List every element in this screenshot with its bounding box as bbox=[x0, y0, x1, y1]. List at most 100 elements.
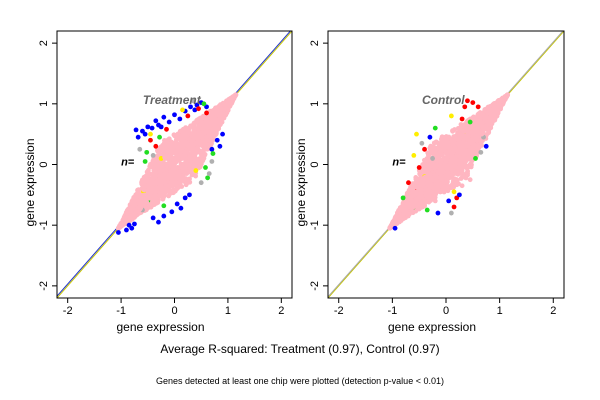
bulk-point bbox=[130, 197, 135, 203]
bulk-point bbox=[174, 148, 180, 154]
scatter-point-red bbox=[465, 98, 470, 104]
bulk-point bbox=[468, 145, 474, 151]
bulk-point bbox=[210, 126, 216, 132]
scatter-point-green bbox=[473, 156, 478, 161]
bulk-point bbox=[119, 222, 124, 227]
scatter-point-blue bbox=[124, 227, 129, 233]
scatter-point-red bbox=[148, 137, 153, 143]
scatter-point-pink bbox=[432, 198, 438, 204]
bulk-point bbox=[192, 153, 198, 158]
bulk-point bbox=[173, 165, 179, 171]
bulk-point bbox=[457, 145, 463, 150]
bulk-point bbox=[438, 159, 444, 165]
bulk-point bbox=[488, 114, 494, 119]
bulk-point bbox=[146, 187, 152, 193]
bulk-point bbox=[160, 195, 166, 201]
scatter-point-green bbox=[203, 165, 208, 170]
bulk-point bbox=[439, 152, 445, 158]
bulk-point bbox=[186, 143, 192, 149]
bulk-point bbox=[479, 143, 485, 148]
bulk-point bbox=[425, 176, 431, 181]
bulk-point bbox=[155, 200, 161, 205]
bulk-point bbox=[445, 166, 451, 172]
scatter-point-blue bbox=[161, 114, 167, 120]
bulk-point bbox=[196, 130, 202, 136]
bulk-point bbox=[163, 182, 169, 188]
scatter-point-blue bbox=[116, 230, 121, 235]
bulk-point bbox=[458, 122, 464, 127]
y-tick-label: -1 bbox=[309, 220, 321, 230]
bulk-point bbox=[437, 189, 443, 195]
bulk-point bbox=[482, 116, 488, 122]
bulk-point bbox=[452, 146, 458, 151]
scatter-point-blue bbox=[161, 213, 167, 219]
bulk-point bbox=[206, 120, 211, 126]
scatter-point-blue bbox=[446, 198, 452, 204]
scatter-point-blue bbox=[178, 205, 184, 211]
scatter-point-blue bbox=[133, 127, 139, 133]
bulk-point bbox=[135, 190, 140, 196]
y-tick-label: 2 bbox=[309, 40, 321, 46]
bulk-point bbox=[192, 149, 198, 155]
bulk-point bbox=[208, 143, 214, 148]
x-tick-label: 0 bbox=[443, 305, 449, 317]
bulk-point bbox=[449, 164, 455, 169]
scatter-point-green bbox=[161, 203, 167, 209]
bulk-point bbox=[451, 184, 456, 190]
scatter-point-red bbox=[416, 165, 422, 170]
bulk-point bbox=[158, 189, 164, 195]
bulk-point bbox=[176, 184, 182, 190]
bulk-point bbox=[138, 197, 143, 202]
bulk-point bbox=[145, 167, 151, 173]
bulk-point bbox=[193, 140, 199, 146]
bulk-point bbox=[181, 139, 187, 145]
bulk-point bbox=[189, 172, 195, 178]
bulk-point bbox=[174, 136, 180, 142]
bulk-point bbox=[184, 179, 190, 185]
scatter-point-grey bbox=[419, 140, 425, 146]
bulk-point bbox=[183, 125, 189, 130]
bulk-point bbox=[436, 183, 441, 189]
scatter-point-blue bbox=[132, 221, 137, 227]
scatter-point-blue bbox=[129, 225, 135, 231]
y-tick-label: 1 bbox=[309, 101, 321, 107]
bulk-point bbox=[464, 150, 470, 156]
scatter-point-blue bbox=[457, 192, 462, 198]
bulk-point bbox=[431, 140, 437, 146]
scatter-point-yellow bbox=[180, 107, 185, 113]
bulk-point bbox=[206, 131, 212, 136]
scatter-point-blue bbox=[187, 192, 192, 198]
bulk-point bbox=[459, 133, 465, 139]
bulk-point bbox=[215, 125, 221, 130]
scatter-point-blue bbox=[149, 125, 155, 131]
bulk-point bbox=[137, 207, 143, 212]
bulk-point bbox=[217, 109, 223, 115]
bulk-point bbox=[132, 210, 138, 216]
bulk-point bbox=[165, 161, 170, 167]
bulk-point bbox=[429, 190, 435, 195]
scatter-point-blue bbox=[172, 112, 177, 118]
scatter-point-red bbox=[204, 110, 209, 116]
bulk-point bbox=[213, 131, 219, 137]
scatter-point-green bbox=[432, 125, 438, 131]
bulk-point bbox=[446, 141, 452, 147]
scatter-point-green bbox=[205, 175, 211, 181]
scatter-point-red bbox=[451, 204, 457, 210]
scatter-point-yellow bbox=[411, 152, 417, 158]
scatter-point-grey bbox=[150, 152, 156, 158]
y-tick-label: 0 bbox=[309, 161, 321, 167]
treatment-panel: -2 -1 0 1 2 -2 -1 0 1 2 gene expression gene expres… bbox=[23, 30, 293, 334]
bulk-point bbox=[441, 144, 446, 150]
bulk-point bbox=[421, 157, 427, 163]
bulk-point bbox=[179, 144, 185, 150]
bulk-point bbox=[173, 174, 179, 180]
scatter-point-blue bbox=[392, 225, 398, 231]
scatter-point-grey bbox=[190, 98, 196, 104]
r-squared-caption: Average R-squared: Treatment (0.97), Con… bbox=[160, 342, 440, 356]
bulk-point bbox=[414, 190, 420, 196]
x-tick-label: -1 bbox=[116, 305, 126, 317]
bulk-point bbox=[430, 163, 436, 169]
bulk-point bbox=[464, 163, 470, 169]
bulk-point bbox=[159, 165, 165, 170]
detection-footnote: Genes detected at least one chip were pl… bbox=[156, 376, 444, 386]
